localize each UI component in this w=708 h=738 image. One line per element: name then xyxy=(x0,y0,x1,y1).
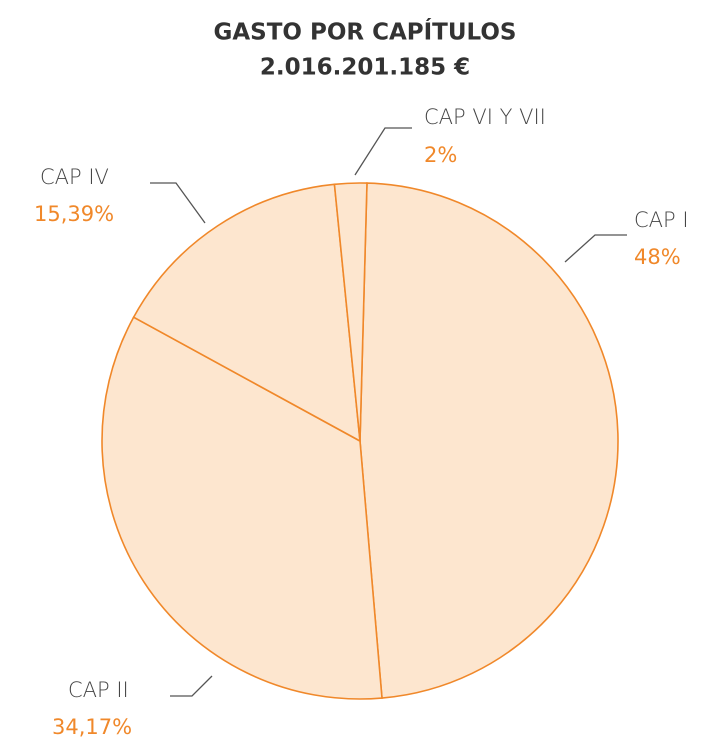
leader-line xyxy=(354,127,412,176)
leader-line xyxy=(150,182,206,224)
slice-label: CAP IV xyxy=(40,165,109,189)
pie-slice xyxy=(132,183,361,443)
slice-value-label: 15,39% xyxy=(34,202,114,226)
pie-slice xyxy=(359,182,619,699)
slice-label: CAP I xyxy=(634,208,689,232)
chart-subtitle: 2.016.201.185 € xyxy=(260,55,470,81)
leader-line xyxy=(170,675,213,697)
slice-label: CAP II xyxy=(68,678,129,702)
pie-slice xyxy=(101,316,383,700)
slice-label: CAP VI Y VII xyxy=(424,105,546,129)
leader-line xyxy=(564,234,627,263)
chart-title: GASTO POR CAPÍTULOS xyxy=(213,18,516,46)
slice-value-label: 2% xyxy=(424,143,457,167)
slice-value-label: 48% xyxy=(634,245,681,269)
slice-value-label: 34,17% xyxy=(52,715,132,738)
pie-slice xyxy=(333,182,368,442)
